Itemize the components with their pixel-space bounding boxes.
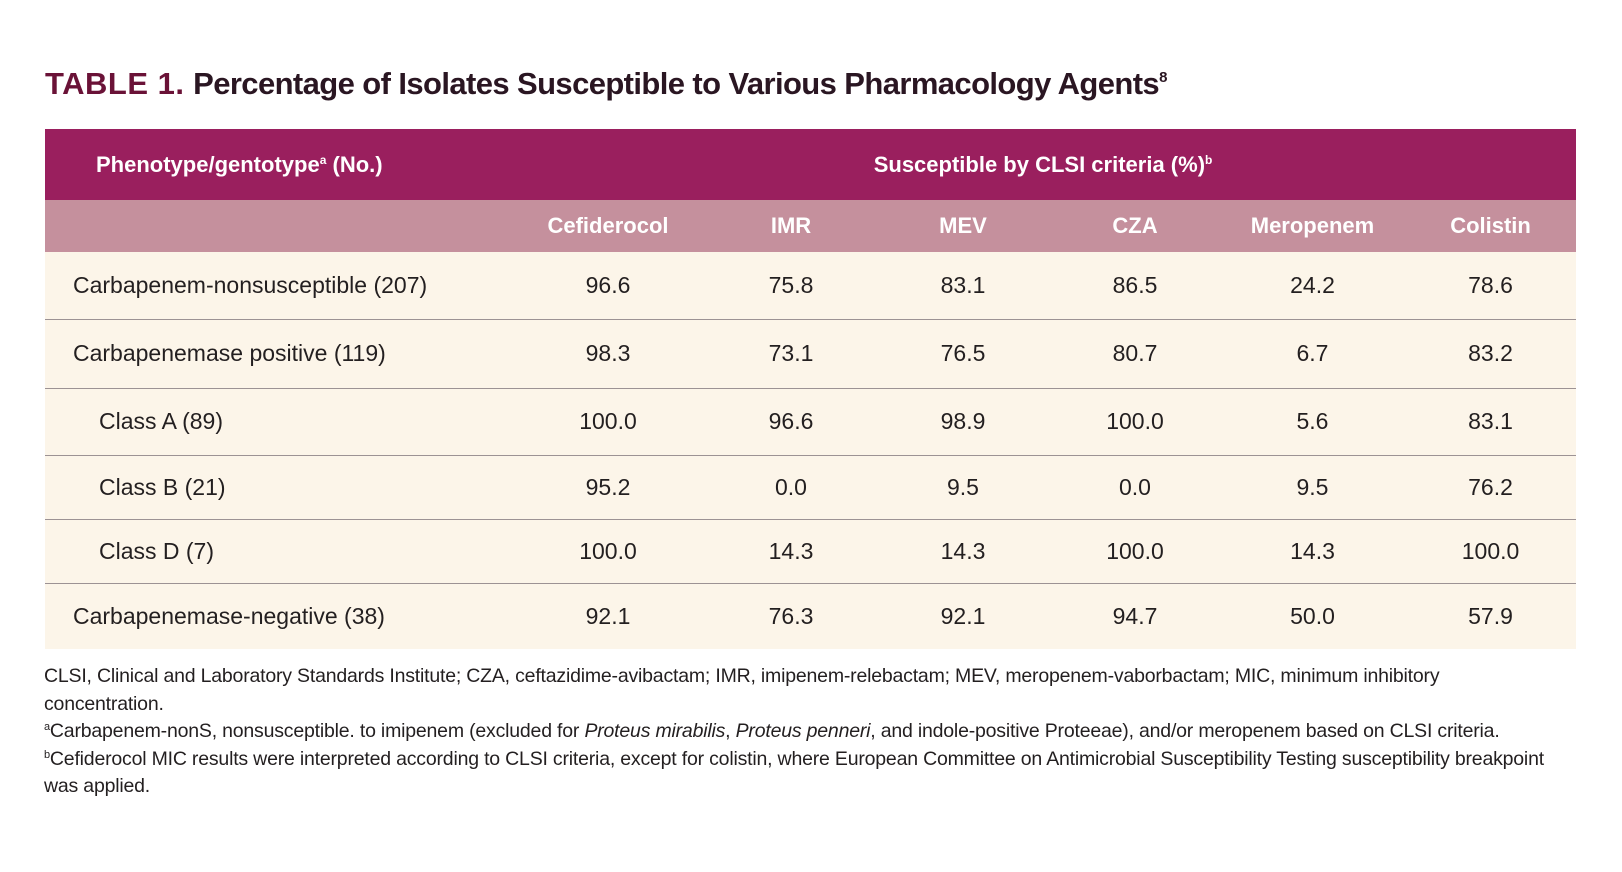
agent-header-empty xyxy=(45,200,510,252)
table-label: TABLE 1. xyxy=(45,66,185,101)
cell-value: 92.1 xyxy=(940,602,986,629)
cell-value: 50.0 xyxy=(1290,602,1335,629)
table-row: Class B (21) 95.2 0.0 9.5 0.0 9.5 76.2 xyxy=(45,455,1577,520)
cell-value: 0.0 xyxy=(1050,455,1220,520)
cell-value: 100.0 xyxy=(510,388,706,456)
cell-value: 96.6 xyxy=(706,388,876,456)
table-row: Carbapenemase positive (119) 98.3 73.1 7… xyxy=(45,319,1577,389)
cell-value: 100.0 xyxy=(1405,519,1577,584)
title-reference: 8 xyxy=(1159,69,1168,86)
footnote-a-mark: a xyxy=(44,721,50,733)
row-label: Carbapenemase positive (119) xyxy=(45,319,510,389)
species-name: Proteus penneri xyxy=(735,720,871,742)
cell-value: 9.5 xyxy=(876,455,1050,520)
cell-value: 75.8 xyxy=(706,252,876,320)
phenotype-header: Phenotype/gentotypea (No.) xyxy=(96,151,383,177)
cell-value: 98.9 xyxy=(876,388,1050,456)
cell-value: 95.2 xyxy=(510,455,706,520)
footnote-b-mark: b xyxy=(44,748,50,761)
agent-header-mev: MEV xyxy=(939,213,987,238)
cell-value: 98.3 xyxy=(510,319,706,389)
cell-value: 100.0 xyxy=(1050,519,1220,584)
row-label: Carbapenemase-negative (38) xyxy=(73,602,385,629)
susceptibility-table-container: Phenotype/gentotypea (No.) Susceptible b… xyxy=(45,129,1577,649)
row-label: Class B (21) xyxy=(45,455,510,520)
row-label: Class D (7) xyxy=(45,519,510,584)
agent-header-cza: CZA xyxy=(1112,213,1158,238)
agent-header-meropenem: Meropenem xyxy=(1250,213,1375,238)
phenotype-footnote-mark: a xyxy=(319,152,327,167)
footnote-abbreviations: CLSI, Clinical and Laboratory Standards … xyxy=(44,665,1440,715)
cell-value: 76.3 xyxy=(768,602,814,629)
cell-value: 100.0 xyxy=(1050,388,1220,456)
row-label: Carbapenem-nonsusceptible (207) xyxy=(45,252,510,320)
cell-value: 80.7 xyxy=(1050,319,1220,389)
table-row: Class A (89) 100.0 96.6 98.9 100.0 5.6 8… xyxy=(45,388,1577,456)
table-title: TABLE 1. Percentage of Isolates Suscepti… xyxy=(45,62,1167,106)
susceptible-footnote-mark: b xyxy=(1205,152,1213,167)
susceptibility-table: Phenotype/gentotypea (No.) Susceptible b… xyxy=(45,129,1577,649)
cell-value: 57.9 xyxy=(1468,602,1513,629)
cell-value: 76.5 xyxy=(876,319,1050,389)
cell-value: 86.5 xyxy=(1050,252,1220,320)
cell-value: 14.3 xyxy=(1220,519,1405,584)
table-title-text: Percentage of Isolates Susceptible to Va… xyxy=(193,66,1160,101)
cell-value: 100.0 xyxy=(510,519,706,584)
cell-value: 14.3 xyxy=(706,519,876,584)
footnote-a: aCarbapenem-nonS, nonsusceptible. to imi… xyxy=(44,720,1500,742)
species-name: Proteus mirabilis xyxy=(584,720,726,742)
cell-value: 83.1 xyxy=(876,252,1050,320)
cell-value: 92.1 xyxy=(585,602,631,629)
cell-value: 0.0 xyxy=(706,455,876,520)
cell-value: 76.2 xyxy=(1405,455,1577,520)
table-row: Carbapenem-nonsusceptible (207) 96.6 75.… xyxy=(45,252,1577,320)
table-row: Carbapenemase-negative (38) 92.1 76.3 92… xyxy=(45,583,1577,649)
footnote-b: bCefiderocol MIC results were interprete… xyxy=(44,747,1544,798)
cell-value: 94.7 xyxy=(1112,602,1158,629)
cell-value: 9.5 xyxy=(1220,455,1405,520)
susceptible-header: Susceptible by CLSI criteria (%)b xyxy=(873,151,1213,177)
cell-value: 96.6 xyxy=(510,252,706,320)
table-footnotes: CLSI, Clinical and Laboratory Standards … xyxy=(44,663,1564,801)
cell-value: 83.1 xyxy=(1405,388,1577,456)
agent-header-colistin: Colistin xyxy=(1450,213,1531,238)
cell-value: 6.7 xyxy=(1220,319,1405,389)
cell-value: 5.6 xyxy=(1220,388,1405,456)
agent-header-cefiderocol: Cefiderocol xyxy=(547,213,669,238)
agent-header-imr: IMR xyxy=(770,213,812,238)
table-row: Class D (7) 100.0 14.3 14.3 100.0 14.3 1… xyxy=(45,519,1577,584)
row-label: Class A (89) xyxy=(45,388,510,456)
header-row-primary: Phenotype/gentotypea (No.) Susceptible b… xyxy=(45,129,1577,200)
cell-value: 73.1 xyxy=(706,319,876,389)
cell-value: 14.3 xyxy=(876,519,1050,584)
cell-value: 24.2 xyxy=(1220,252,1405,320)
cell-value: 78.6 xyxy=(1405,252,1577,320)
cell-value: 83.2 xyxy=(1405,319,1577,389)
header-row-agents: Cefiderocol IMR MEV CZA Meropenem Colist… xyxy=(45,200,1577,252)
